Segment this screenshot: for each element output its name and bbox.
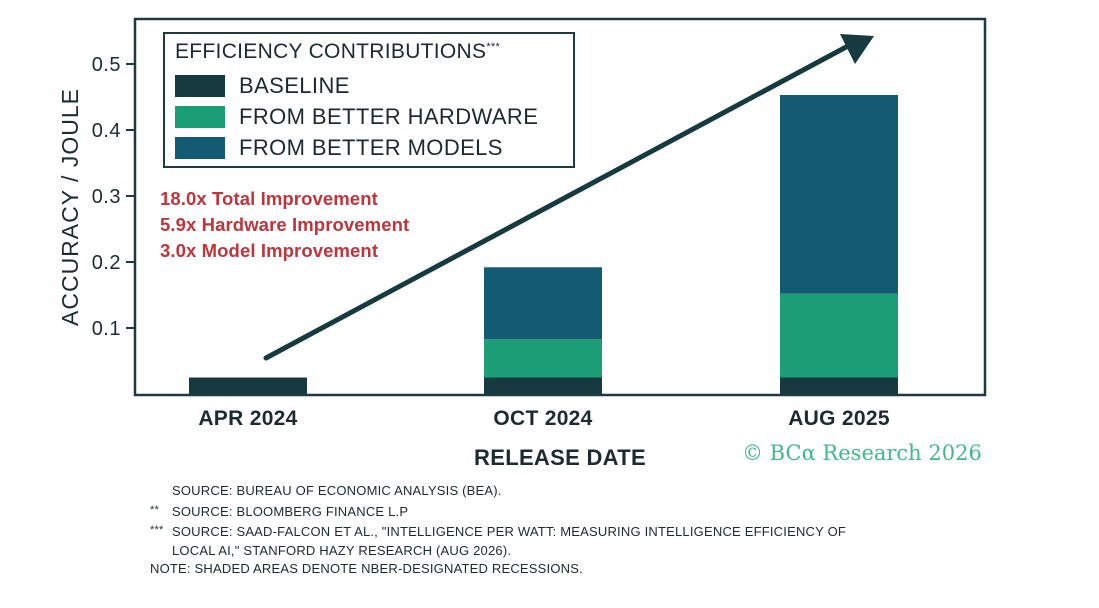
- legend-title: EFFICIENCY CONTRIBUTIONS***: [175, 40, 501, 63]
- source-note: NOTE: SHADED AREAS DENOTE NBER-DESIGNATE…: [150, 561, 583, 576]
- legend-item-models: FROM BETTER MODELS: [175, 132, 573, 163]
- source-line-2: ** SOURCE: BLOOMBERG FINANCE L.P: [150, 503, 409, 519]
- bar-from-better-models-3: [780, 95, 898, 294]
- annotation-model: 3.0x Model Improvement: [160, 240, 379, 261]
- legend-item-hardware: FROM BETTER HARDWARE: [175, 101, 573, 132]
- x-tick-label: OCT 2024: [493, 407, 592, 430]
- bar-from-better-hardware-2: [484, 339, 602, 378]
- bar-baseline-3: [780, 377, 898, 394]
- y-tick-label: 0.5: [92, 54, 121, 76]
- copyright-logo: © BCα Research 2026: [742, 441, 982, 465]
- legend-swatch-baseline: [175, 74, 225, 97]
- bar-from-better-hardware-3: [780, 293, 898, 378]
- legend: EFFICIENCY CONTRIBUTIONS*** BASELINE FRO…: [163, 32, 575, 168]
- x-tick-label: AUG 2025: [788, 407, 890, 430]
- annotation-total: 18.0x Total Improvement: [160, 188, 378, 209]
- legend-swatch-hardware: [175, 105, 225, 128]
- y-axis-title: ACCURACY / JOULE: [57, 88, 83, 326]
- x-axis-title: RELEASE DATE: [474, 445, 646, 470]
- annotation-hardware: 5.9x Hardware Improvement: [160, 214, 410, 235]
- legend-label-models: FROM BETTER MODELS: [239, 134, 503, 160]
- improvement-annotations: 18.0x Total Improvement 5.9x Hardware Im…: [160, 186, 409, 264]
- plot-frame: [133, 17, 987, 397]
- trend-arrow-head: [840, 34, 874, 64]
- source-line-1: SOURCE: BUREAU OF ECONOMIC ANALYSIS (BEA…: [172, 483, 502, 498]
- bar-from-better-models-2: [484, 267, 602, 340]
- legend-label-hardware: FROM BETTER HARDWARE: [239, 103, 539, 129]
- bar-baseline-2: [484, 377, 602, 394]
- source-notes: SOURCE: BUREAU OF ECONOMIC ANALYSIS (BEA…: [150, 482, 846, 579]
- y-tick-label: 0.1: [92, 318, 121, 340]
- y-tick-label: 0.2: [92, 252, 121, 274]
- legend-item-baseline: BASELINE: [175, 70, 573, 101]
- y-tick-label: 0.3: [92, 186, 121, 208]
- source-line-4: LOCAL AI," STANFORD HAZY RESEARCH (AUG 2…: [172, 542, 512, 558]
- y-tick-label: 0.4: [92, 120, 121, 142]
- trend-arrow-shaft: [263, 43, 851, 361]
- bar-baseline-1: [189, 377, 307, 394]
- source-line-3: *** SOURCE: SAAD-FALCON ET AL., "INTELLIG…: [150, 524, 847, 539]
- legend-swatch-models: [175, 136, 225, 159]
- legend-label-baseline: BASELINE: [239, 72, 350, 98]
- x-tick-label: APR 2024: [198, 407, 297, 430]
